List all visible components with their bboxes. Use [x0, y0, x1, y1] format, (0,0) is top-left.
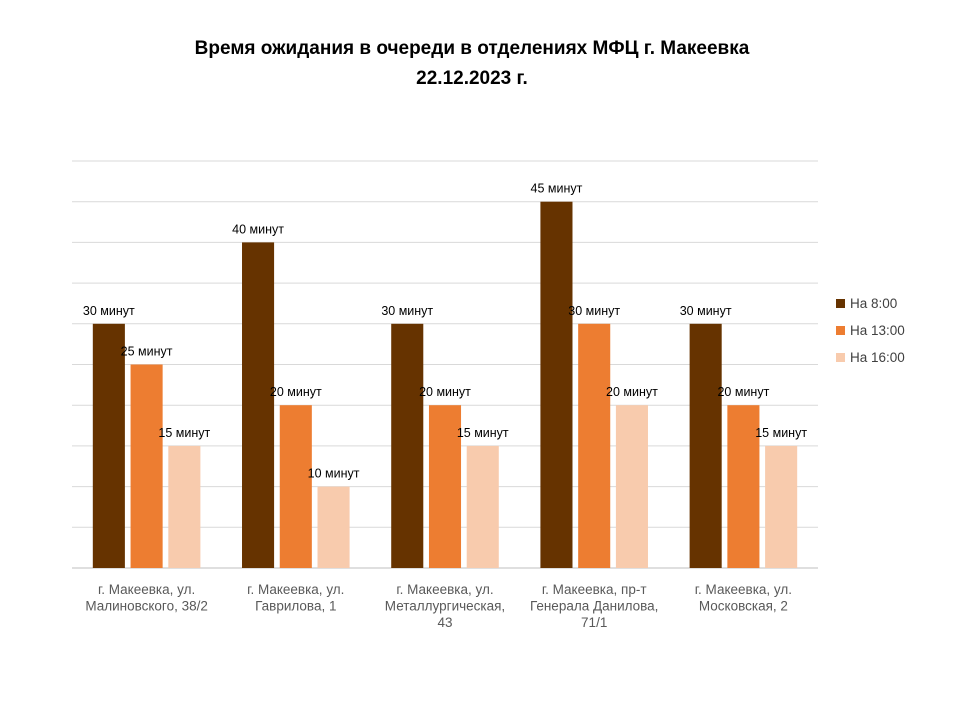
bar: [578, 323, 611, 568]
bar: [765, 445, 798, 568]
legend-label: На 8:00: [850, 296, 898, 311]
bar: [727, 405, 760, 568]
chart-title-line-1: Время ожидания в очереди в отделениях МФ…: [194, 38, 750, 59]
category-label: г. Макеевка, ул.: [396, 582, 493, 597]
category-label: г. Макеевка, ул.: [695, 582, 792, 597]
chart-title: Время ожидания в очереди в отделениях МФ…: [0, 34, 944, 94]
data-label: 40 минут: [232, 222, 284, 236]
category-label: Металлургическая,: [385, 599, 505, 614]
bar: [466, 445, 499, 568]
bar: [615, 405, 648, 568]
category-label: Генерала Данилова,: [530, 599, 659, 614]
legend-swatch: [836, 353, 845, 362]
data-label: 10 минут: [308, 467, 360, 481]
category-label: 43: [437, 615, 452, 630]
data-label: 30 минут: [381, 304, 433, 318]
data-label: 45 минут: [531, 182, 583, 196]
bar: [391, 323, 424, 568]
data-label: 15 минут: [457, 426, 509, 440]
chart-legend: На 8:00 На 13:00 На 16:00: [836, 290, 905, 371]
bar: [279, 405, 312, 568]
bar: [540, 201, 573, 568]
category-label: г. Макеевка, пр-т: [542, 582, 647, 597]
data-label: 30 минут: [83, 304, 135, 318]
bar: [689, 323, 722, 568]
bar: [242, 242, 275, 568]
category-label: 71/1: [581, 615, 607, 630]
data-label: 30 минут: [568, 304, 620, 318]
category-label: Малиновского, 38/2: [85, 599, 208, 614]
data-label: 15 минут: [158, 426, 210, 440]
category-label: Московская, 2: [699, 599, 788, 614]
data-label: 20 минут: [419, 385, 471, 399]
data-label: 25 минут: [121, 345, 173, 359]
data-label: 20 минут: [717, 385, 769, 399]
data-label: 20 минут: [606, 385, 658, 399]
bar: [428, 405, 462, 568]
legend-item: На 8:00: [836, 290, 905, 317]
category-label: г. Макеевка, ул.: [247, 582, 344, 597]
legend-swatch: [836, 299, 845, 308]
chart-title-line-2: 22.12.2023 г.: [416, 68, 528, 89]
legend-label: На 16:00: [850, 350, 905, 365]
legend-label: На 13:00: [850, 323, 905, 338]
category-label: г. Макеевка, ул.: [98, 582, 195, 597]
bar: [168, 445, 201, 568]
legend-item: На 16:00: [836, 344, 905, 371]
legend-item: На 13:00: [836, 317, 905, 344]
data-label: 15 минут: [755, 426, 807, 440]
data-label: 20 минут: [270, 385, 322, 399]
bar: [317, 486, 350, 568]
category-label: Гаврилова, 1: [255, 599, 336, 614]
bar: [130, 364, 163, 568]
bar: [92, 323, 125, 568]
data-label: 30 минут: [680, 304, 732, 318]
legend-swatch: [836, 326, 845, 335]
